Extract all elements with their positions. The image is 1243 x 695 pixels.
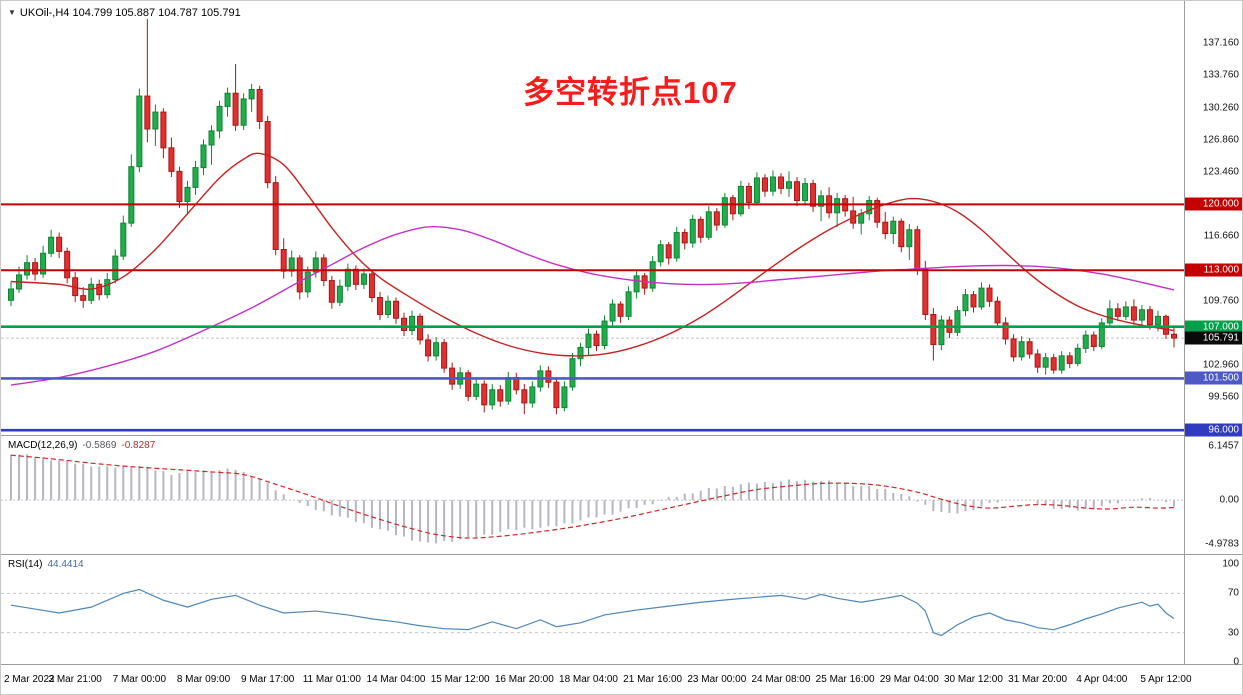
rsi-pane-label: RSI(14) 44.4414: [8, 559, 84, 570]
chart-title-text: UKOil-,H4 104.799 105.887 104.787 105.79…: [19, 7, 241, 19]
macd-indicator-name: MACD(12,26,9): [8, 440, 78, 451]
collapse-triangle-icon[interactable]: ▼: [8, 8, 16, 17]
macd-signal-value: -0.8287: [121, 440, 156, 451]
chart-text-annotation[interactable]: 多空转折点107: [523, 75, 738, 110]
chart-title: ▼ UKOil-,H4 104.799 105.887 104.787 105.7…: [8, 7, 241, 19]
macd-pane-label: MACD(12,26,9) -0.5869 -0.8287: [8, 440, 155, 451]
macd-main-value: -0.5869: [82, 440, 117, 451]
rsi-indicator-name: RSI(14): [8, 559, 43, 570]
rsi-value: 44.4414: [47, 559, 84, 570]
